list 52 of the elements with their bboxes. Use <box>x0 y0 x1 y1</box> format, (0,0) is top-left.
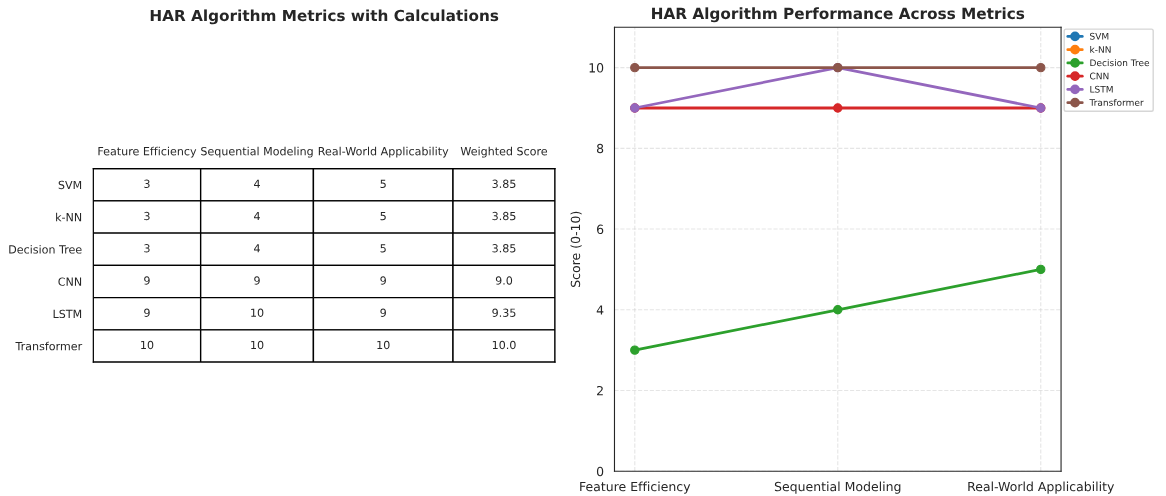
data-label: 3 <box>144 211 150 221</box>
y-tick-label: Decision Tree <box>9 245 82 254</box>
y-tick-label: 0 <box>596 466 604 477</box>
data-label: 3.85 <box>492 179 516 188</box>
y-tick-label: k-NN <box>56 212 82 222</box>
data-label: 10 <box>251 308 264 317</box>
y-tick-label: Transformer <box>15 341 83 351</box>
y-tick-label: CNN <box>58 277 82 286</box>
data-label: 9 <box>380 276 386 285</box>
data-label: 9 <box>254 276 260 285</box>
data-label: 4 <box>254 211 260 221</box>
legend-label: LSTM <box>1090 85 1113 93</box>
x-tick-label: Sequential Modeling <box>774 481 901 494</box>
chart-title: HAR Algorithm Performance Across Metrics <box>652 7 1025 23</box>
x-tick-label: Weighted Score <box>460 146 548 158</box>
data-label: 4 <box>254 244 260 253</box>
x-tick-label: Feature Efficiency <box>98 146 197 158</box>
y-tick-label: 4 <box>596 305 604 315</box>
data-label: 3 <box>144 179 150 188</box>
legend-label: CNN <box>1089 72 1109 80</box>
data-label: 10 <box>377 340 390 350</box>
y-tick-label: 8 <box>596 143 604 154</box>
legend-label: k-NN <box>1090 45 1111 53</box>
x-tick-label: Real-World Applicability <box>968 481 1115 494</box>
data-label: 5 <box>380 179 386 188</box>
legend-label: SVM <box>1090 32 1109 40</box>
data-label: 5 <box>380 211 386 221</box>
data-label: 3.85 <box>492 211 516 221</box>
data-label: 4 <box>254 179 260 188</box>
data-label: 3.85 <box>492 244 516 253</box>
data-label: 5 <box>380 244 386 253</box>
data-label: 10 <box>251 340 264 350</box>
legend-label: Transformer <box>1089 98 1144 106</box>
x-tick-label: Real-World Applicability <box>318 146 449 158</box>
data-label: 9 <box>144 276 150 285</box>
x-tick-label: Sequential Modeling <box>201 146 313 158</box>
y-tick-label: 6 <box>596 224 604 234</box>
data-label: 9.0 <box>495 276 513 285</box>
y-tick-label: LSTM <box>53 309 82 319</box>
x-tick-label: Feature Efficiency <box>580 481 691 494</box>
data-label: 9.35 <box>492 308 516 317</box>
chart-title: HAR Algorithm Metrics with Calculations <box>150 9 499 25</box>
legend-label: Decision Tree <box>1090 59 1150 67</box>
data-label: 10 <box>141 340 154 350</box>
y-tick-label: SVM <box>58 180 82 190</box>
y-tick-label: 10 <box>589 63 604 73</box>
data-label: 9 <box>144 308 150 317</box>
data-label: 10.0 <box>492 340 516 350</box>
data-label: 9 <box>380 308 386 317</box>
data-label: 3 <box>144 244 150 253</box>
y-tick-label: 2 <box>597 385 603 396</box>
y-axis-title: Score (0-10) <box>570 211 582 287</box>
